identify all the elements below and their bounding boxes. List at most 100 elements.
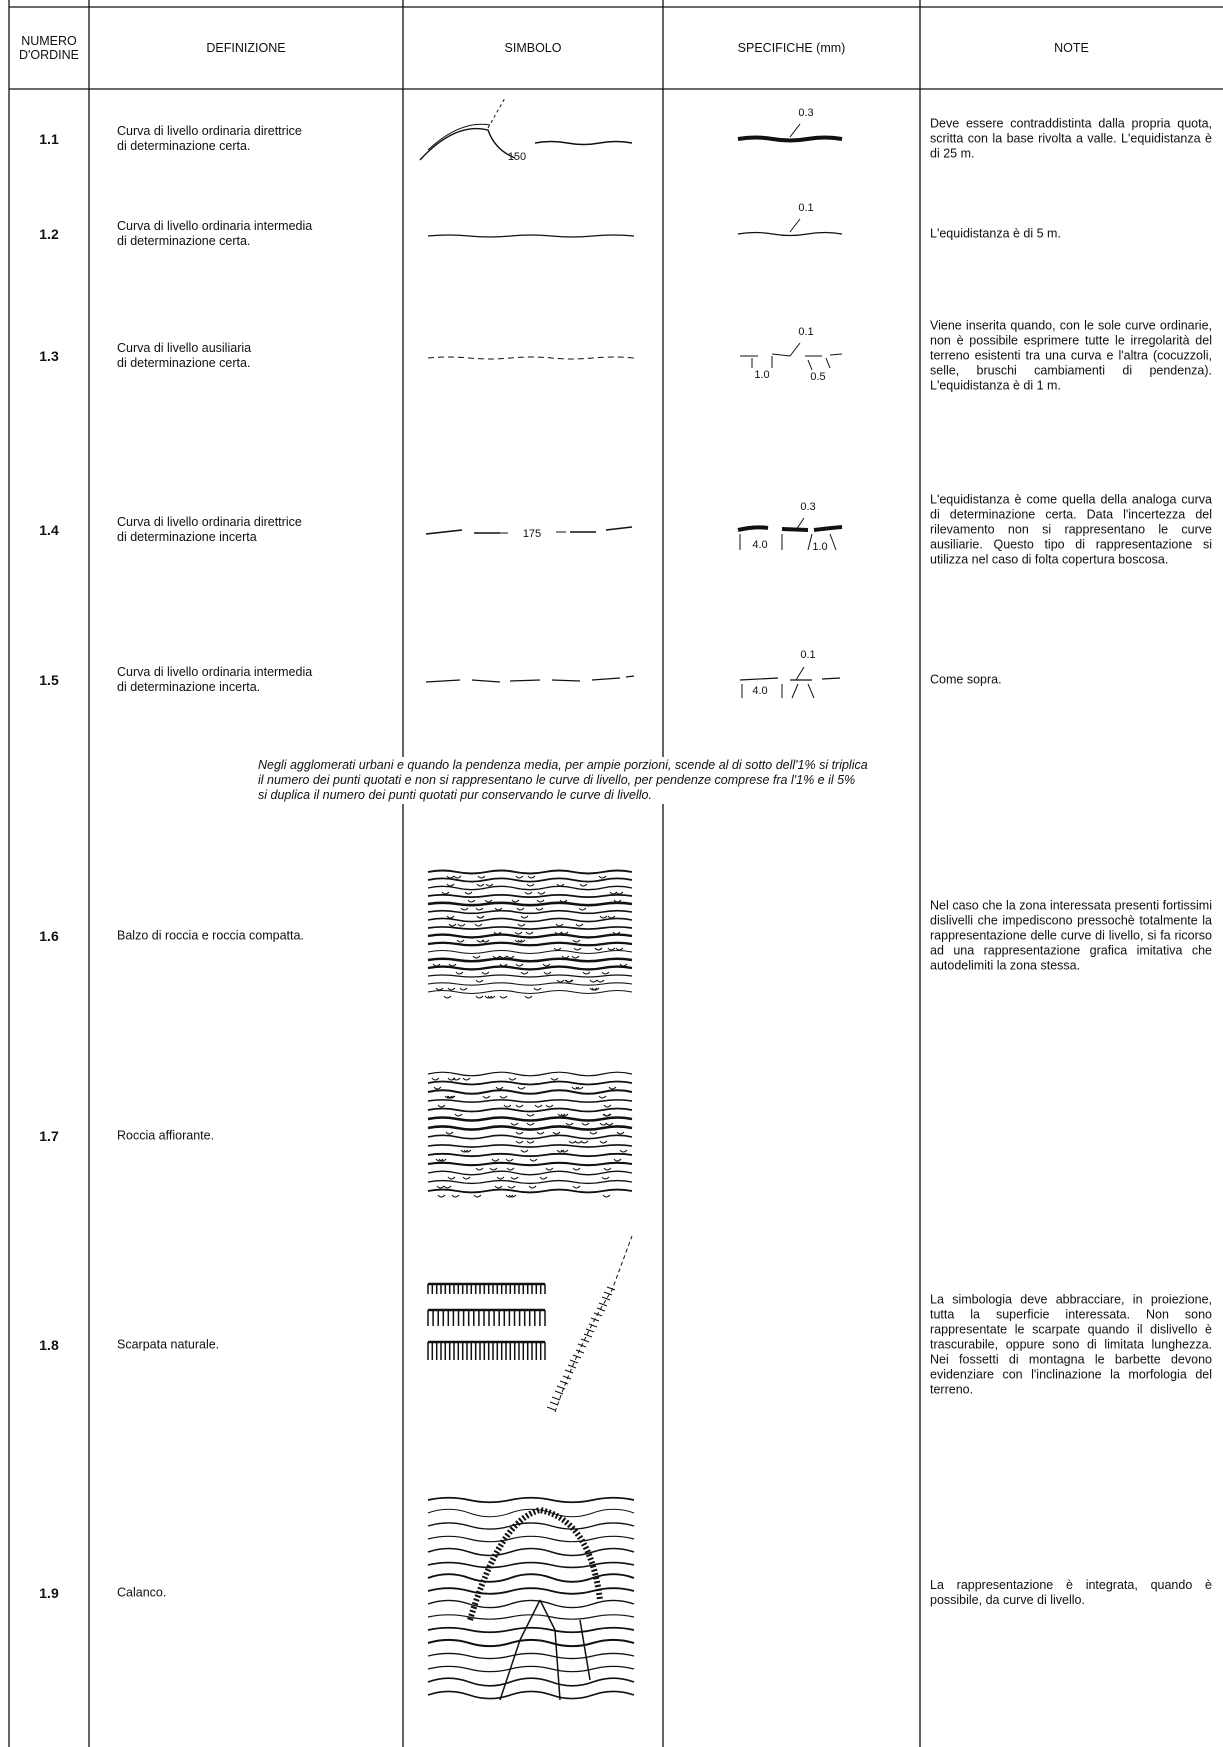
definition-line: Curva di livello ausiliaria: [117, 341, 252, 355]
symbol-stroke: [580, 1140, 589, 1144]
symbol-stroke: [506, 1167, 515, 1171]
symbol-stroke: [560, 1149, 569, 1153]
symbol-stroke: [457, 923, 466, 927]
symbol-stroke: [537, 891, 546, 895]
symbol-stroke: [536, 899, 545, 903]
symbol-stroke: [489, 1167, 498, 1171]
symbol-stroke: [427, 949, 633, 955]
note: La simbologia deve abbracciare, in proie…: [930, 1292, 1212, 1397]
symbol-stroke: [476, 939, 485, 943]
definition-line: Curva di livello ordinaria direttrice: [117, 515, 302, 529]
symbol-label: 0.1: [798, 202, 813, 214]
symbol-stroke: [481, 939, 490, 943]
symbol-stroke: [427, 1080, 633, 1086]
symbol-stroke: [575, 1349, 585, 1354]
header-cell: NUMERO D'ORDINE: [9, 7, 89, 89]
symbol-stroke: [593, 1312, 603, 1317]
note: Nel caso che la zona interessata present…: [930, 898, 1212, 973]
symbol-stroke: [427, 917, 633, 923]
symbol-stroke: [516, 907, 525, 911]
symbol-label: 0.1: [798, 326, 813, 338]
symbol-stroke: [560, 1113, 569, 1117]
symbol-stroke: [508, 1077, 517, 1081]
symbol-stroke: [427, 1547, 635, 1557]
symbol-stroke: [583, 1333, 593, 1338]
symbol-stroke: [524, 995, 533, 999]
symbol-stroke: [517, 939, 526, 943]
symbol-stroke: [515, 1140, 524, 1144]
symbol-stroke: [446, 875, 455, 879]
header-label: SPECIFICHE (mm): [737, 41, 846, 55]
definition: Curva di livello ordinaria direttrice di …: [117, 515, 302, 545]
symbol-stroke: [571, 1086, 580, 1090]
symbol-stroke: [553, 947, 562, 951]
header-line: NUMERO: [21, 34, 77, 48]
symbol-stroke: [556, 979, 565, 983]
symbol-stroke: [495, 1086, 504, 1090]
symbol-stroke: [485, 883, 494, 887]
note: Deve essere contraddistinta dalla propri…: [930, 116, 1212, 161]
symbol-stroke: [599, 1140, 608, 1144]
header-line: D'ORDINE: [18, 48, 80, 62]
symbol-stroke: [427, 1665, 635, 1673]
symbol-stroke: [447, 1095, 456, 1099]
row-number: 1.5: [39, 672, 59, 688]
symbol-stroke: [427, 1626, 635, 1634]
symbol-stroke: [582, 971, 591, 975]
symbol-stroke: [427, 926, 633, 930]
definition: Scarpata naturale.: [117, 1338, 219, 1353]
symbol-stroke: [494, 907, 503, 911]
symbol-stroke: [427, 1089, 633, 1095]
definition: Curva di livello ordinaria intermedia di …: [117, 219, 312, 249]
symbol-stroke: [524, 891, 533, 895]
symbol-stroke: [447, 987, 456, 991]
symbol-stroke: [567, 1364, 577, 1369]
symbol-stroke: [454, 1113, 463, 1117]
symbol-stroke: [580, 1338, 590, 1343]
symbol-stroke: [441, 891, 450, 895]
symbol-stroke: [571, 955, 580, 959]
definition-line: Curva di livello ordinaria intermedia: [117, 665, 313, 679]
symbol-stroke: [427, 1573, 635, 1583]
symbol-stroke: [789, 123, 801, 138]
row-number: 1.8: [39, 1337, 59, 1353]
symbol-stroke: [546, 1406, 556, 1411]
definition-line: di determinazione incerta.: [117, 680, 261, 694]
symbol-label: 4.0: [752, 685, 767, 697]
symbol-stroke: [543, 971, 552, 975]
symbol-stroke: [556, 1149, 565, 1153]
symbol-stroke: [534, 1104, 543, 1108]
symbol-stroke: [515, 1104, 524, 1108]
symbol-stroke: [464, 891, 473, 895]
symbol-stroke: [573, 947, 582, 951]
row-number: 1.9: [39, 1585, 59, 1601]
symbol-stroke: [520, 1149, 529, 1153]
symbol-stroke: [601, 1176, 610, 1180]
symbol-stroke: [427, 1342, 546, 1360]
symbol-stroke: [555, 923, 564, 927]
symbol-stroke: [427, 356, 635, 360]
symbol-stroke: [739, 677, 841, 681]
symbol-stroke: [427, 965, 633, 971]
symbol-stroke: [572, 1354, 582, 1359]
symbol-stroke: [437, 1104, 446, 1108]
symbol-stroke: [601, 1296, 611, 1301]
symbol-stroke: [427, 1144, 633, 1148]
symbol-stroke: [559, 1380, 569, 1385]
symbol-stroke: [451, 1194, 460, 1198]
symbol-stroke: [427, 1134, 633, 1140]
symbol-stroke: [467, 1506, 603, 1621]
symbol-label: 0.3: [798, 107, 813, 119]
symbol-stroke: [615, 947, 624, 951]
symbol-stroke: [601, 971, 610, 975]
symbol-stroke: [603, 1167, 612, 1171]
symbol-stroke: [452, 1077, 461, 1081]
symbol-stroke: [427, 1170, 633, 1176]
symbol-stroke: [427, 901, 633, 907]
symbol-stroke: [473, 1194, 482, 1198]
header-label: SIMBOLO: [504, 41, 562, 55]
symbol-stroke: [535, 907, 544, 911]
symbol-stroke: [608, 1086, 617, 1090]
symbol-stroke: [425, 675, 635, 683]
symbol-stroke: [572, 939, 581, 943]
